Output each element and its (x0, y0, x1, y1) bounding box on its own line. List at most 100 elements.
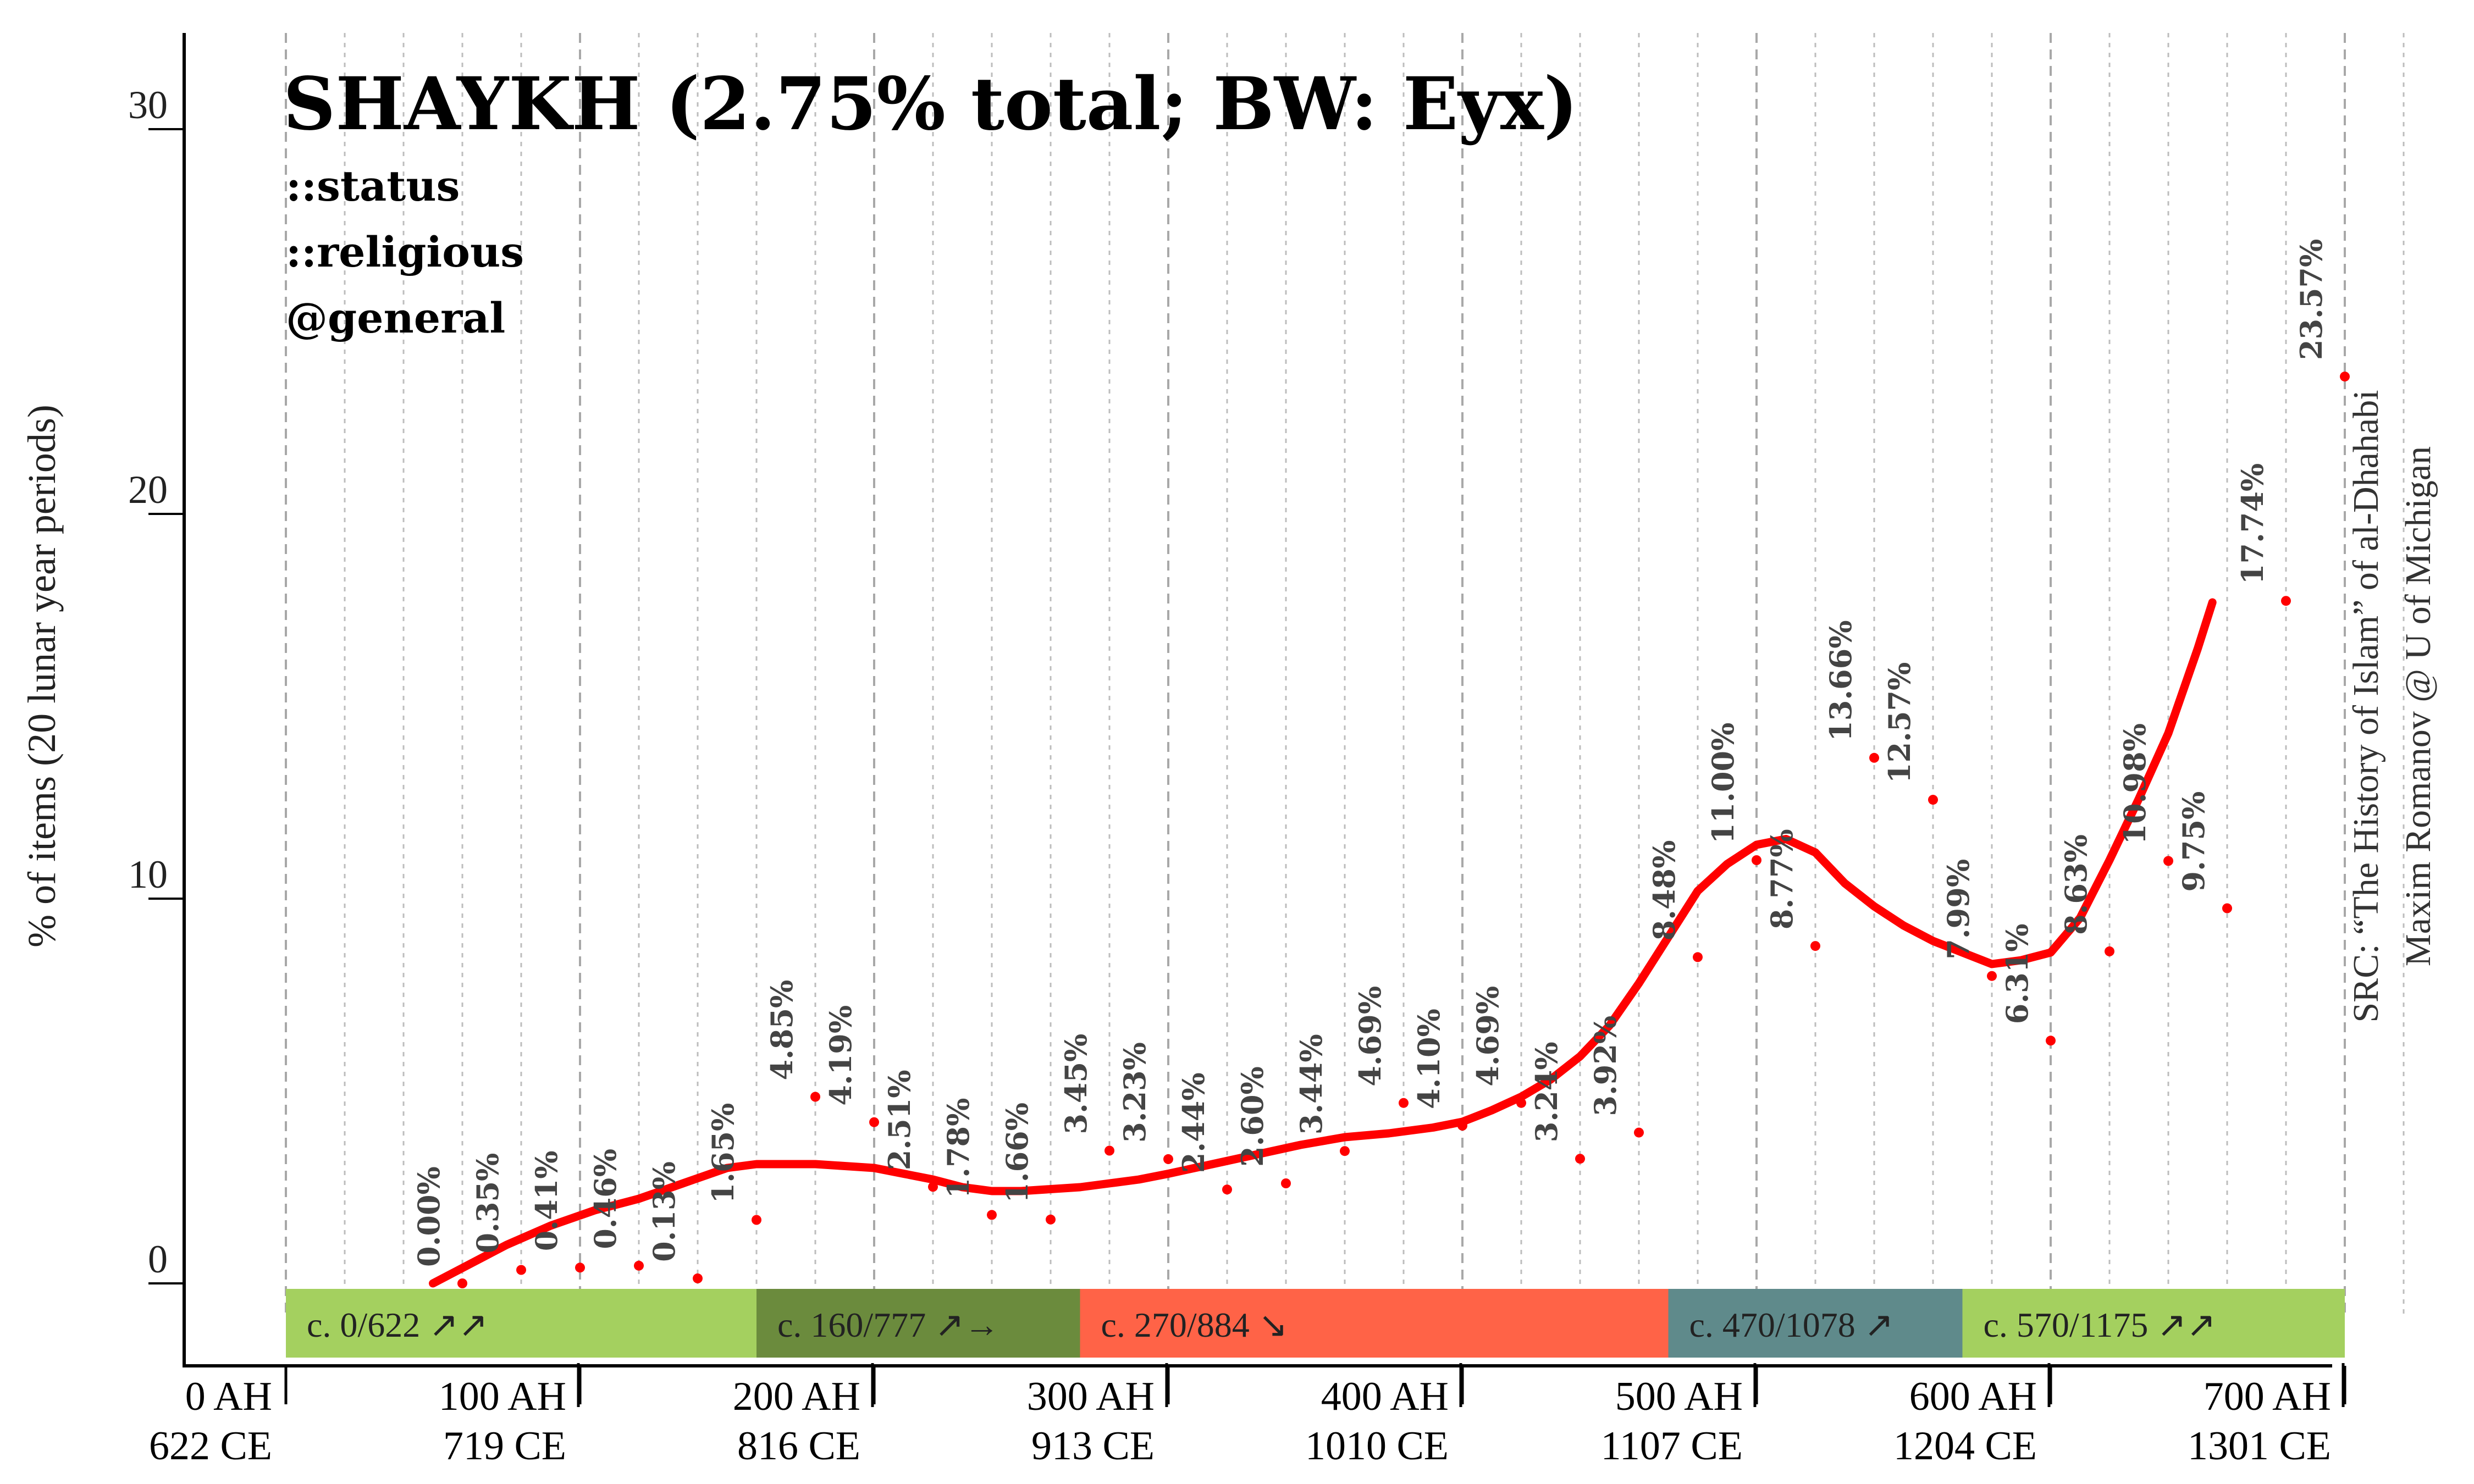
data-label: 2.60% (1235, 1066, 1270, 1167)
data-points (457, 372, 2350, 1288)
data-point (2163, 856, 2173, 866)
data-point (1987, 971, 1997, 981)
x-tick-label-ce: 1010 CE (1305, 1424, 1449, 1469)
data-point (1457, 1121, 1467, 1131)
chart-title: SHAYKH (2.75% total; BW: Eyx) (283, 62, 1578, 147)
data-point (1046, 1214, 1056, 1225)
point-labels: 0.00% 0.35% 0.41% 0.46% 0.13% 1.65% 4.85% 4.19%… (411, 239, 2329, 1267)
data-point (1752, 855, 1761, 865)
data-label: 4.10% (1411, 1009, 1446, 1109)
data-label: 8.77% (1764, 829, 1799, 929)
data-label: 2.44% (1176, 1072, 1211, 1173)
trend-layer (429, 598, 2217, 1288)
data-point (516, 1265, 526, 1275)
tag-religious: ::religious (286, 228, 524, 276)
period-label: c. 470/1078 ↗ (1689, 1305, 1894, 1344)
data-point (2046, 1036, 2056, 1046)
data-label: 3.45% (1058, 1034, 1094, 1134)
data-label: 1.65% (705, 1103, 741, 1204)
period-bands: c. 0/622 ↗↗ c. 160/777 ↗→ c. 270/884 ↘ c. 4… (286, 1289, 2345, 1358)
data-point (987, 1210, 997, 1220)
data-point (1281, 1178, 1291, 1188)
x-tick-label-ce: 1107 CE (1601, 1424, 1743, 1469)
tag-status: ::status (286, 162, 460, 211)
period-label: c. 570/1175 ↗↗ (1984, 1305, 2216, 1344)
data-point (1810, 941, 1820, 951)
trend-line (429, 598, 2217, 1288)
period-label: c. 0/622 ↗↗ (307, 1305, 488, 1344)
data-label: 3.92% (1588, 1016, 1623, 1116)
x-tick-label-ce: 1301 CE (2188, 1424, 2331, 1469)
data-point (2340, 372, 2350, 382)
data-point (1928, 795, 1938, 805)
x-tick-label-ce: 913 CE (1031, 1424, 1155, 1469)
x-tick-label-ah: 400 AH (1321, 1374, 1449, 1419)
data-label: 8.63% (2058, 834, 2094, 935)
data-label: 3.44% (1294, 1034, 1329, 1134)
data-point (1869, 752, 1879, 763)
data-point (752, 1215, 761, 1225)
period-label: c. 160/777 ↗→ (777, 1305, 999, 1344)
x-tick-label-ce: 1204 CE (1893, 1424, 2037, 1469)
data-label: 1.78% (941, 1098, 976, 1199)
y-tick-label: 10 (128, 852, 168, 896)
data-point (1693, 952, 1703, 962)
x-tick-label-ah: 100 AH (439, 1374, 566, 1419)
period-band (756, 1289, 1080, 1358)
data-point (928, 1182, 938, 1192)
data-point (2222, 903, 2232, 913)
data-point (810, 1092, 820, 1102)
x-tick-label-ah: 700 AH (2204, 1374, 2331, 1419)
data-label: 8.48% (1647, 840, 1682, 941)
data-label: 17.74% (2235, 463, 2270, 584)
data-label: 3.23% (1117, 1042, 1152, 1143)
data-point (1163, 1154, 1173, 1164)
data-label: 10.98% (2117, 723, 2152, 844)
data-label: 12.57% (1882, 662, 1917, 783)
data-label: 2.51% (882, 1070, 917, 1170)
data-point (693, 1273, 703, 1283)
data-point (1634, 1127, 1644, 1138)
data-point (2281, 596, 2291, 606)
data-label: 4.19% (823, 1005, 858, 1106)
source-line-2: Maxim Romanov @ U of Michigan (2398, 446, 2438, 966)
y-tick-label: 20 (128, 468, 168, 512)
x-tick-label-ce: 622 CE (149, 1424, 272, 1469)
data-label: 13.66% (1823, 620, 1858, 741)
data-label: 6.31% (2000, 923, 2035, 1024)
data-label: 23.57% (2294, 239, 2329, 360)
data-label: 9.75% (2176, 791, 2211, 892)
period-band (1668, 1289, 1963, 1358)
data-label: 0.46% (588, 1149, 623, 1249)
data-point (457, 1278, 467, 1288)
data-point (1575, 1154, 1585, 1164)
period-band (1080, 1289, 1669, 1358)
x-tick-label-ah: 300 AH (1027, 1374, 1155, 1419)
data-point (2105, 946, 2114, 956)
data-point (1399, 1098, 1409, 1108)
x-tick-label-ah: 0 AH (185, 1374, 272, 1419)
y-axis-label: % of items (20 lunar year periods) (20, 405, 64, 948)
x-tick-label-ah: 600 AH (1909, 1374, 2037, 1419)
data-label: 0.35% (470, 1153, 505, 1254)
data-label: 1.66% (999, 1103, 1035, 1203)
x-tick-label-ce: 719 CE (443, 1424, 566, 1469)
data-label: 4.85% (764, 980, 799, 1081)
data-point (1516, 1098, 1526, 1108)
data-point (869, 1117, 879, 1127)
period-band (286, 1289, 756, 1358)
data-label: 4.69% (1352, 986, 1388, 1087)
x-tick-label-ce: 816 CE (737, 1424, 860, 1469)
data-point (1105, 1145, 1114, 1156)
data-label: 11.00% (1705, 723, 1741, 844)
data-label: 0.13% (647, 1161, 682, 1262)
data-label: 0.00% (411, 1166, 446, 1267)
data-point (575, 1262, 585, 1273)
tag-general: @general (286, 294, 505, 342)
grid-lines (285, 33, 2405, 1314)
y-tick-label: 0 (148, 1237, 168, 1281)
data-label: 0.41% (529, 1150, 564, 1251)
period-label: c. 270/884 ↘ (1101, 1305, 1288, 1344)
data-point (634, 1260, 644, 1271)
